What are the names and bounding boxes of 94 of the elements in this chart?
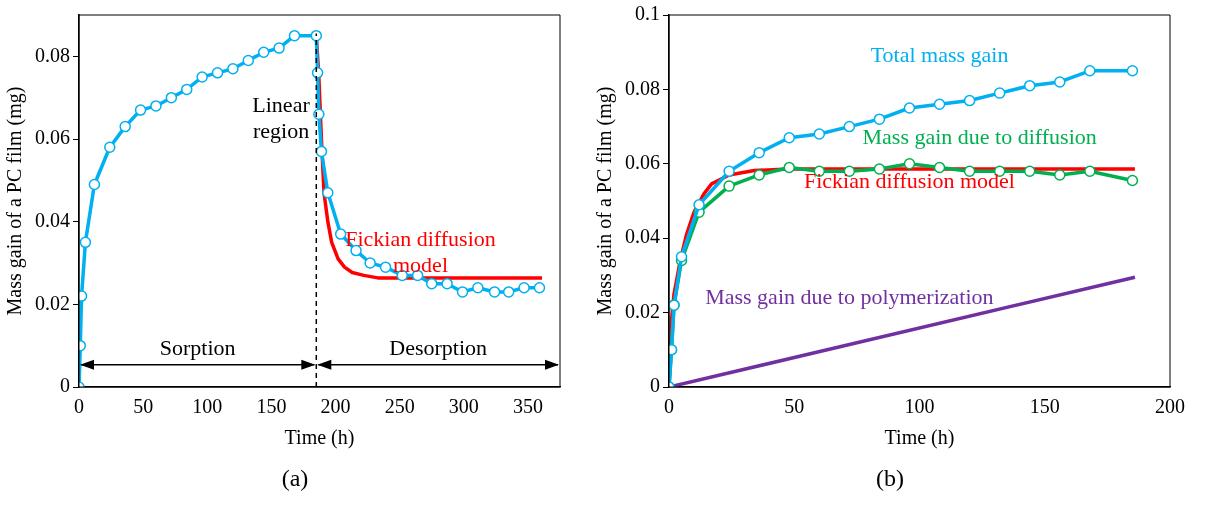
point	[88, 178, 101, 191]
series-label: Mass gain due to diffusion	[862, 123, 1097, 149]
point	[425, 277, 438, 290]
point	[150, 100, 162, 112]
x-tick-label: 300	[448, 395, 479, 418]
point	[456, 286, 469, 298]
point	[843, 120, 856, 133]
point	[1054, 169, 1066, 181]
point	[502, 286, 515, 298]
point	[1084, 165, 1096, 177]
annotation: Desorption	[389, 335, 488, 361]
series-label: Fickian diffusion model	[345, 225, 496, 277]
point	[441, 277, 453, 290]
point	[723, 180, 735, 192]
point	[379, 261, 392, 273]
point	[903, 158, 916, 170]
point	[813, 128, 826, 140]
x-axis-title: Time (h)	[284, 426, 355, 450]
point	[257, 46, 270, 58]
point	[783, 132, 795, 144]
y-tick-label: 0.06	[35, 126, 70, 149]
point	[227, 62, 239, 75]
x-axis-title: Time (h)	[884, 426, 955, 450]
point	[753, 169, 765, 181]
x-tick-label: 100	[904, 395, 935, 418]
series-label: Mass gain due to polymerization	[705, 283, 994, 309]
x-tick-label: 100	[192, 395, 223, 418]
y-tick-label: 0.08	[35, 43, 70, 66]
x-tick-label: 50	[784, 395, 805, 418]
point	[180, 83, 193, 96]
series-label: Total mass gain	[870, 41, 1009, 67]
point	[993, 87, 1006, 99]
point	[211, 67, 224, 79]
point	[933, 98, 946, 111]
y-tick-label: 0.02	[35, 291, 70, 314]
y-tick-label: 0	[60, 374, 70, 397]
point	[518, 282, 530, 294]
annotation: Linear region	[252, 91, 311, 143]
y-tick-label: 0.04	[625, 225, 660, 248]
point	[1023, 165, 1036, 177]
x-tick-label: 150	[1029, 395, 1060, 418]
point	[472, 282, 484, 294]
y-axis-title: Mass gain of a PC film (mg)	[3, 86, 27, 316]
y-tick-label: 0	[650, 374, 660, 397]
point	[1126, 65, 1139, 77]
point	[315, 145, 328, 158]
x-tick-label: 200	[1155, 395, 1185, 418]
x-tick-label: 350	[512, 395, 543, 418]
y-tick-label: 0.08	[625, 76, 660, 99]
text: (b)	[875, 465, 905, 492]
point	[165, 91, 178, 104]
point	[334, 228, 347, 240]
series-label: Fickian diffusion model	[803, 168, 1015, 194]
point	[753, 146, 765, 159]
x-tick-label: 150	[256, 395, 287, 418]
point	[364, 257, 376, 269]
point	[933, 161, 946, 174]
point	[311, 67, 324, 79]
point	[693, 198, 705, 211]
text: (a)	[280, 465, 310, 492]
point	[79, 236, 92, 249]
point	[273, 42, 285, 54]
x-tick-label: 50	[133, 395, 154, 418]
point	[119, 120, 131, 133]
point	[1054, 76, 1066, 88]
point	[104, 141, 116, 154]
point	[310, 29, 323, 42]
x-tick-label: 0	[664, 395, 674, 418]
y-axis-title: Mass gain of a PC film (mg)	[593, 86, 617, 316]
point	[134, 104, 147, 116]
point	[963, 94, 976, 107]
point	[242, 54, 255, 67]
point	[1126, 174, 1139, 187]
point	[723, 165, 735, 177]
point	[1084, 65, 1096, 77]
point	[322, 186, 334, 199]
y-tick-label: 0.06	[625, 151, 660, 174]
point	[488, 286, 501, 298]
x-tick-label: 200	[320, 395, 351, 418]
point	[873, 113, 886, 125]
point	[1023, 79, 1036, 92]
point	[313, 108, 325, 120]
point	[288, 29, 301, 42]
y-tick-label: 0.04	[35, 208, 70, 231]
annotation: Sorption	[159, 335, 236, 361]
point	[675, 251, 688, 263]
point	[196, 71, 208, 83]
x-tick-label: 0	[74, 395, 84, 418]
x-tick-label: 250	[384, 395, 415, 418]
point	[783, 161, 795, 174]
point	[533, 282, 546, 294]
y-tick-label: 0.1	[635, 2, 660, 25]
y-tick-label: 0.02	[625, 299, 660, 322]
point	[903, 102, 916, 114]
